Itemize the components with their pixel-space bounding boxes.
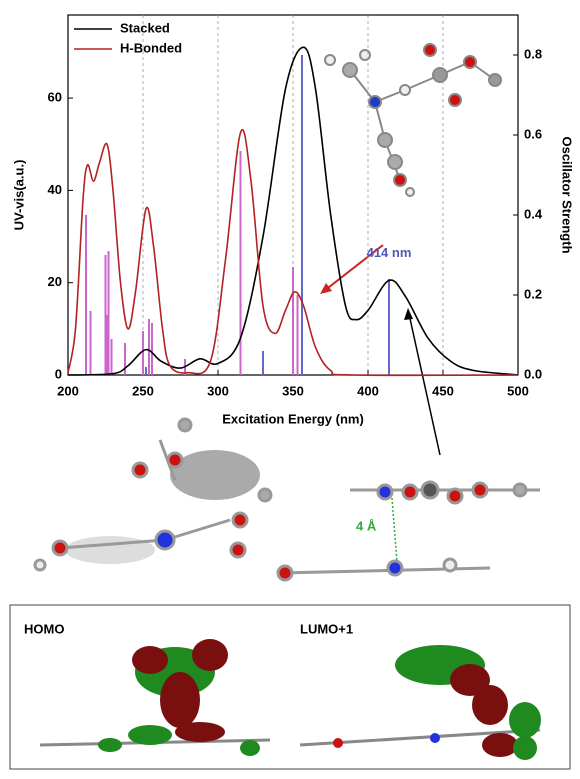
y2-tick-label: 0.2 <box>524 286 542 301</box>
y2-axis-label: Oscillator Strength <box>560 136 575 253</box>
x-tick-label: 400 <box>357 383 379 398</box>
legend-label: H-Bonded <box>120 40 182 55</box>
x-tick-label: 450 <box>432 383 454 398</box>
y-tick-label: 20 <box>48 274 62 289</box>
y-axis-label: UV-vis(a.u.) <box>11 160 26 231</box>
distance-label: 4 Å <box>356 518 377 533</box>
molecule-h-bonded <box>276 480 540 582</box>
orbital-label: HOMO <box>24 621 64 636</box>
x-tick-label: 300 <box>207 383 229 398</box>
x-tick-label: 500 <box>507 383 529 398</box>
x-tick-label: 350 <box>282 383 304 398</box>
y2-tick-label: 0.4 <box>524 206 543 221</box>
y-tick-label: 60 <box>48 90 62 105</box>
arrow <box>408 313 441 456</box>
arrowhead <box>320 283 332 294</box>
arrow <box>323 244 384 292</box>
orbital-lumo <box>299 645 541 760</box>
line-series <box>67 46 519 376</box>
arrowhead <box>404 308 413 320</box>
h-bond <box>391 497 398 563</box>
orbital-box <box>9 604 571 770</box>
molecule-stacked <box>33 417 273 572</box>
y2-tick-label: 0.0 <box>524 366 542 381</box>
annotation: 414 nm <box>367 245 412 260</box>
y-tick-label: 40 <box>48 182 62 197</box>
orbital-label: LUMO+1 <box>300 621 353 636</box>
x-tick-label: 200 <box>57 383 79 398</box>
y2-tick-label: 0.8 <box>524 46 542 61</box>
legend-label: Stacked <box>120 20 170 35</box>
y-tick-label: 0 <box>55 366 62 381</box>
orbital-homo <box>39 639 271 756</box>
line-series <box>67 129 519 377</box>
x-tick-label: 250 <box>132 383 154 398</box>
x-axis-label: Excitation Energy (nm) <box>222 411 364 426</box>
y2-tick-label: 0.6 <box>524 126 542 141</box>
molecule-inset <box>324 43 502 197</box>
